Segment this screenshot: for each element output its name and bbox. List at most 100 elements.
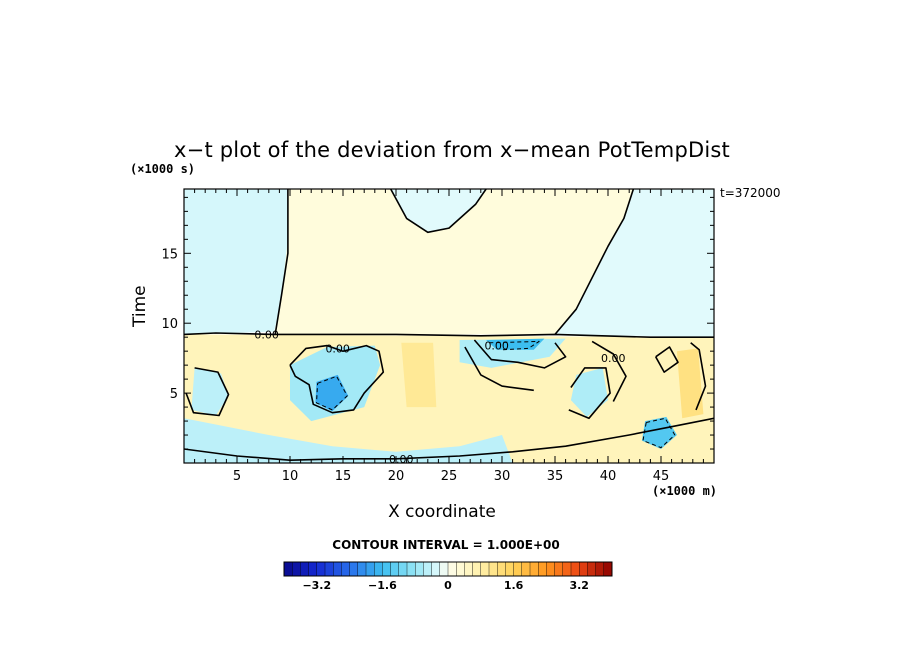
colorbar-swatch: [570, 561, 580, 577]
contour-line-14: [642, 417, 676, 449]
colorbar-swatch: [538, 561, 547, 577]
x-tick-label: 25: [441, 469, 458, 484]
x-tick-label: 15: [335, 469, 352, 484]
colorbar-swatch: [316, 561, 326, 577]
colorbar-swatch: [349, 561, 359, 577]
colorbar-tick-label: 3.2: [569, 579, 589, 592]
region-upper-warm: [274, 189, 634, 335]
contour-line-6: [473, 339, 567, 369]
contour-line-0: [184, 332, 714, 338]
colorbar-swatch: [398, 561, 408, 577]
time-stamp-label: t=372000: [720, 186, 781, 200]
colorbar-swatch: [439, 561, 449, 577]
colorbar-swatch: [472, 561, 482, 577]
colorbar-frame: [283, 561, 613, 577]
region-cool-core-c: [486, 338, 545, 350]
contour-line-9: [591, 340, 627, 402]
colorbar-tick-label: −1.6: [368, 579, 397, 592]
colorbar-tick-label: 0: [444, 579, 452, 592]
contour-interval-label: CONTOUR INTERVAL = 1.000E+00: [332, 538, 560, 552]
colorbar-swatch: [456, 561, 465, 577]
colorbar-swatch: [406, 561, 416, 577]
colorbar-swatch: [390, 561, 400, 577]
contour-line-10: [184, 417, 714, 461]
x-tick-label: 20: [388, 469, 405, 484]
contour-label-4: 0.00: [601, 352, 626, 365]
x-tick-label: 10: [282, 469, 299, 484]
y-axis-unit: (×1000 s): [130, 162, 196, 176]
contour-label-3: 0.00: [389, 453, 414, 466]
colorbar-swatch: [292, 561, 301, 577]
contour-line-3: [554, 189, 635, 335]
x-tick-label: 40: [600, 469, 617, 484]
contour-line-4: [289, 344, 385, 414]
axis-ticks: 5 10 15 20 25 30 35 40 45 5 10 15: [161, 189, 714, 484]
colorbar-swatch: [365, 561, 375, 577]
colorbar-swatch: [488, 561, 498, 577]
colorbar-swatch: [587, 561, 597, 577]
region-warm-strip-g: [676, 348, 704, 419]
region-cool-blob-d: [641, 416, 677, 449]
contour-line-1: [274, 189, 289, 335]
colorbar-swatch: [382, 561, 392, 577]
contour-lines: [184, 189, 714, 461]
contour-line-8: [568, 367, 611, 420]
colorbar-swatch: [341, 561, 351, 577]
region-cool-blob-e: [570, 367, 608, 417]
contour-line-12: [690, 342, 707, 411]
region-top-cool-lobe: [390, 189, 487, 233]
x-axis-unit: (×1000 m): [652, 484, 718, 498]
x-axis-label: X coordinate: [388, 502, 496, 522]
region-cool-band-c: [459, 338, 566, 368]
colorbar-swatch: [464, 561, 474, 577]
y-tick-label: 5: [170, 387, 178, 402]
region-upper-cool: [184, 189, 288, 335]
colorbar-tick-label: 1.6: [504, 579, 524, 592]
colorbar-swatch: [283, 561, 293, 577]
colorbar-swatch: [357, 561, 367, 577]
colorbar-swatch: [374, 561, 383, 577]
colorbar-swatch: [447, 561, 457, 577]
colorbar-swatch: [300, 561, 310, 577]
colorbar-swatch: [554, 561, 564, 577]
contour-label-2: 0.00: [484, 340, 509, 353]
region-warm-strip-h: [401, 342, 437, 408]
colorbar-swatch: [595, 561, 605, 577]
chart-title: x−t plot of the deviation from x−mean Po…: [174, 138, 730, 162]
y-tick-label: 15: [161, 247, 178, 262]
heatmap-regions: [184, 189, 714, 463]
colorbar-swatch: [308, 561, 318, 577]
x-tick-label: 35: [547, 469, 564, 484]
colorbar-swatch: [480, 561, 490, 577]
colorbar-swatch: [546, 561, 556, 577]
colorbar-swatch: [521, 561, 531, 577]
region-cool-band-f: [184, 418, 513, 463]
contour-line-7: [464, 346, 534, 392]
contour-line-5: [185, 367, 230, 417]
contour-line-15: [489, 340, 540, 351]
colorbar-swatch: [579, 561, 588, 577]
colorbar-swatch: [603, 561, 613, 577]
colorbar-swatch: [415, 561, 424, 577]
colorbar-swatch: [333, 561, 342, 577]
x-tick-label: 45: [653, 469, 670, 484]
region-cool-pocket-b: [191, 367, 229, 416]
colorbar-swatch: [513, 561, 523, 577]
y-tick-label: 10: [161, 317, 178, 332]
contour-label-1: 0.00: [325, 342, 350, 355]
colorbar: −3.2 −1.6 0 1.6 3.2: [283, 561, 613, 592]
colorbar-swatch: [505, 561, 515, 577]
region-right-cool: [555, 189, 714, 338]
colorbar-swatch: [562, 561, 572, 577]
x-tick-label: 5: [233, 469, 241, 484]
x-tick-label: 30: [494, 469, 511, 484]
colorbar-tick-label: −3.2: [302, 579, 331, 592]
contour-line-13: [316, 375, 348, 411]
contour-line-11: [655, 346, 679, 373]
colorbar-swatch: [497, 561, 506, 577]
contour-label-0: 0.00: [254, 328, 279, 341]
colorbar-swatch: [529, 561, 539, 577]
colorbar-swatch: [324, 561, 334, 577]
colorbar-swatch: [423, 561, 433, 577]
